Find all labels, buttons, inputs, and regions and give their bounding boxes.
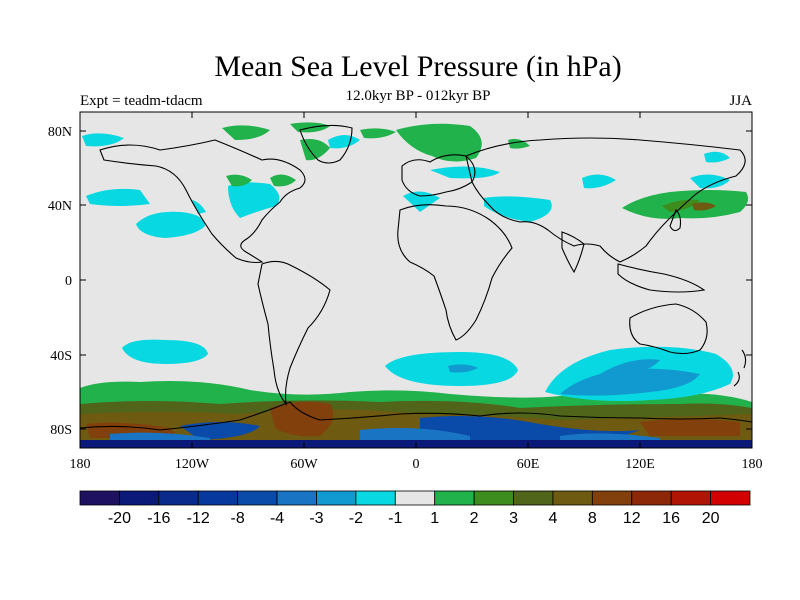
colorbar-box — [316, 490, 357, 506]
anomaly-cyan-north-pacific — [86, 188, 205, 238]
x-tick-label: 120W — [175, 457, 210, 472]
anomaly-green-arctic — [222, 122, 530, 162]
x-tick-label: 180 — [70, 457, 91, 472]
colorbar-label: 2 — [470, 510, 479, 527]
colorbar-box — [710, 490, 751, 506]
coastline-india — [561, 231, 585, 274]
colorbar-label: 4 — [548, 510, 557, 527]
anomaly-cyan-north-america — [192, 182, 280, 218]
x-tick-label: 60W — [290, 457, 318, 472]
colorbar-boxes — [79, 490, 751, 506]
colorbar-box — [552, 490, 593, 506]
anomaly-brown-east-asia — [692, 202, 716, 211]
map-title: Mean Sea Level Pressure (in hPa) — [214, 50, 622, 83]
season-label: JJA — [729, 93, 752, 109]
colorbar-box — [670, 490, 711, 506]
y-tick-label: 40N — [48, 199, 72, 214]
coastline-southeast-asia — [617, 263, 706, 293]
colorbar-label: -20 — [108, 510, 131, 527]
colorbar-label: -3 — [309, 510, 323, 527]
coastlines — [80, 124, 752, 431]
colorbar: -20 -16 -12 -8 -4 -3 -2 -1 1 2 3 4 8 12 16 20 — [79, 490, 751, 527]
colorbar-label: 3 — [509, 510, 518, 527]
map-field — [80, 112, 752, 448]
anomaly-cyan-south-pacific — [122, 339, 208, 364]
colorbar-label: 1 — [430, 510, 439, 527]
coastline-north-america — [99, 139, 306, 264]
x-tick-label: 120E — [625, 457, 655, 472]
anomaly-blue-south-indian-core — [560, 359, 700, 396]
colorbar-label: 8 — [588, 510, 597, 527]
coastline-new-zealand — [733, 349, 747, 387]
colorbar-box — [355, 490, 396, 506]
coastline-africa — [397, 204, 513, 341]
coastline-antarctica — [80, 401, 752, 431]
x-tick-labels: 180 120W 60W 0 60E 120E 180 — [70, 457, 763, 472]
anomaly-lightblue-antarctic — [110, 428, 660, 448]
y-tick-label: 40S — [50, 349, 72, 364]
y-tick-label: 80S — [50, 423, 72, 438]
colorbar-label: -1 — [388, 510, 402, 527]
anomaly-darkgreen-east-asia — [662, 199, 700, 212]
x-tick-label: 180 — [742, 457, 763, 472]
coastline-asia — [465, 137, 746, 263]
anomaly-blue-south-atlantic-core — [448, 364, 478, 373]
colorbar-label: -16 — [147, 510, 170, 527]
colorbar-box — [158, 490, 199, 506]
coastline-greenland — [299, 124, 353, 164]
colorbar-box — [434, 490, 475, 506]
anomaly-green-north-america — [226, 174, 296, 187]
y-tick-labels: 80N 40N 0 40S 80S — [48, 125, 72, 438]
x-tick-marks — [79, 112, 753, 448]
colorbar-label: 20 — [702, 510, 720, 527]
anomaly-blue-antarctic — [180, 416, 640, 446]
colorbar-label: -4 — [270, 510, 284, 527]
experiment-label: Expt = teadm-tdacm — [80, 93, 203, 109]
colorbar-box — [473, 490, 514, 506]
y-tick-label: 80N — [48, 125, 72, 140]
y-tick-label: 0 — [65, 274, 72, 289]
colorbar-box — [79, 490, 120, 506]
colorbar-label: 16 — [662, 510, 680, 527]
colorbar-box — [197, 490, 239, 506]
y-tick-marks — [80, 130, 752, 430]
coastline-south-america — [257, 260, 331, 406]
colorbar-box — [631, 490, 672, 506]
colorbar-box — [513, 490, 554, 506]
colorbar-box — [394, 490, 436, 506]
map-subtitle: 12.0kyr BP - 012kyr BP — [345, 88, 491, 104]
coastline-australia — [629, 303, 708, 355]
colorbar-box — [591, 490, 633, 506]
anomaly-cyan-eurasia — [403, 174, 730, 222]
x-tick-label: 60E — [517, 457, 540, 472]
colorbar-box — [119, 490, 160, 506]
colorbar-box — [276, 490, 317, 506]
coastline-japan — [669, 209, 682, 232]
colorbar-label: -2 — [349, 510, 363, 527]
colorbar-label: -8 — [231, 510, 245, 527]
colorbar-box — [237, 490, 278, 506]
x-tick-label: 0 — [413, 457, 420, 472]
colorbar-label: -12 — [187, 510, 210, 527]
colorbar-labels: -20 -16 -12 -8 -4 -3 -2 -1 1 2 3 4 8 12 16 20 — [108, 510, 720, 527]
colorbar-label: 12 — [623, 510, 641, 527]
